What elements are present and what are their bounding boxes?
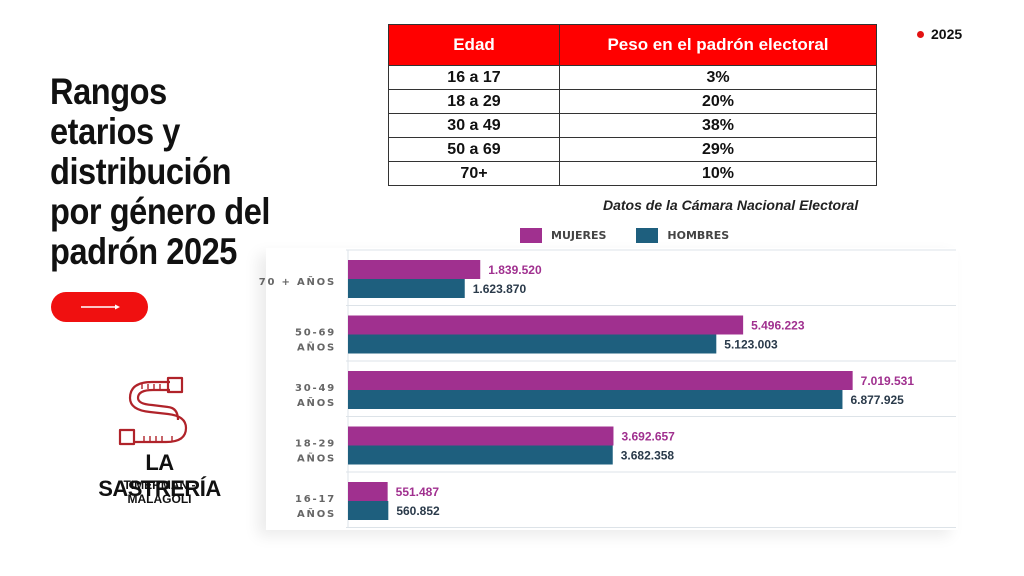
table-header-row: Edad Peso en el padrón electoral [388,24,877,66]
table-row: 18 a 29 20% [388,89,877,114]
column-header-age: Edad [388,24,560,66]
page-title: Rangos etarios y distribución por género… [50,71,270,272]
legend-label-mujeres: MUJERES [551,229,607,242]
bar-mujeres [348,260,481,279]
logo-name: LA SASTRERÍA [98,450,221,501]
bar-hombres [348,279,465,298]
red-dot-icon [917,30,924,38]
bar-mujeres [348,371,853,390]
category-label: 70 + AÑOS [259,275,336,288]
data-label-hombres: 5.123.003 [724,338,778,352]
legend-label-hombres: HOMBRES [667,229,730,242]
bar-hombres [348,501,389,520]
bar-hombres [348,334,717,354]
next-arrow-button[interactable] [51,292,148,322]
legend-item-hombres: HOMBRES [636,228,729,243]
cell-weight: 10% [559,161,877,186]
data-label-hombres: 3.682.358 [621,449,675,463]
bar-hombres [348,390,843,409]
bar-hombres [348,445,613,465]
data-label-hombres: 560.852 [396,504,440,518]
category-label: 50-69 [295,328,336,339]
tape-measure-s-icon [118,376,188,446]
data-source-note: Datos de la Cámara Nacional Electoral [603,197,859,213]
bar-mujeres [348,482,388,501]
year-label: 2025 [931,26,963,42]
electoral-weight-table: Edad Peso en el padrón electoral 16 a 17… [388,24,877,186]
category-label: AÑOS [297,452,336,465]
logo-subtitle: TIMERMAN - MALAGOLI [123,478,196,506]
category-label: AÑOS [297,507,336,520]
data-label-hombres: 6.877.925 [850,393,904,407]
cell-weight: 3% [559,65,877,90]
cell-age: 50 a 69 [388,137,560,162]
data-label-mujeres: 5.496.223 [751,319,805,333]
data-label-mujeres: 3.692.657 [621,430,675,444]
category-label: 18-29 [295,439,336,450]
legend-swatch-hombres [636,228,659,243]
category-label: AÑOS [297,396,336,409]
table-row: 16 a 17 3% [388,65,877,90]
category-label: AÑOS [297,341,336,354]
table-row: 70+ 10% [388,161,877,186]
cell-age: 16 a 17 [388,65,560,90]
bar-mujeres [348,315,744,335]
data-label-mujeres: 551.487 [396,485,440,499]
cell-weight: 38% [559,113,877,138]
legend-swatch-mujeres [520,228,542,243]
table-row: 50 a 69 29% [388,137,877,162]
year-badge: 2025 [917,26,962,42]
category-label: 30-49 [295,383,336,394]
arrow-right-icon [81,304,120,310]
data-label-mujeres: 7.019.531 [861,374,915,388]
table-row: 30 a 49 38% [388,113,877,138]
legend-item-mujeres: MUJERES [520,228,606,243]
chart-legend: MUJERES HOMBRES [520,228,759,243]
data-label-hombres: 1.623.870 [473,282,527,296]
bar-mujeres [348,426,614,446]
column-header-weight: Peso en el padrón electoral [559,24,877,66]
sastreria-logo: LA SASTRERÍA TIMERMAN - MALAGOLI [92,372,227,506]
data-label-mujeres: 1.839.520 [488,263,542,277]
category-label: 16-17 [295,494,336,505]
